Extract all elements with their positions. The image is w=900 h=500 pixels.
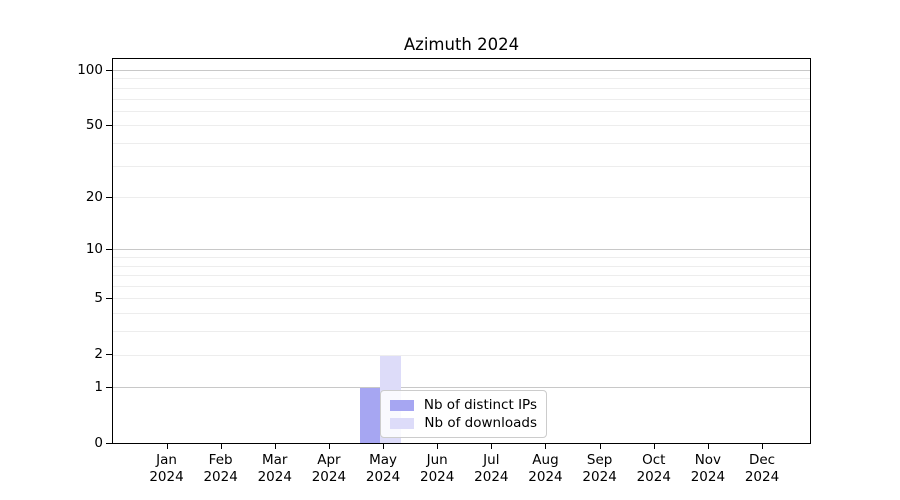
x-tick-label-line: Dec — [748, 451, 776, 468]
minor-gridline-9 — [113, 257, 810, 259]
x-tick-label-line: 2024 — [636, 468, 671, 485]
x-tick-label-sep-2024: Sep 2024 — [568, 452, 632, 486]
x-tick-label-line: 2024 — [474, 468, 509, 485]
major-gridline-100 — [113, 70, 810, 71]
minor-gridline-6 — [113, 286, 810, 288]
x-tick-label-jun-2024: Jun 2024 — [405, 452, 469, 486]
y-tick-mark-5 — [106, 297, 112, 299]
x-tick-label-line: 2024 — [420, 468, 455, 485]
legend-swatch-distinct-ips-icon — [390, 399, 414, 411]
x-tick-mark-5 — [437, 443, 439, 449]
x-tick-label-line: 2024 — [203, 468, 238, 485]
legend-label-distinct-ips: Nb of distinct IPs — [423, 397, 537, 413]
x-tick-label-oct-2024: Oct 2024 — [622, 452, 686, 486]
x-tick-label-line: 2024 — [528, 468, 563, 485]
minor-gridline-5 — [113, 298, 810, 300]
y-tick-label-2: 2 — [94, 346, 103, 363]
x-tick-mark-0 — [166, 443, 168, 449]
x-tick-label-line: 2024 — [149, 468, 184, 485]
minor-gridline-60 — [113, 110, 810, 112]
x-tick-label-line: May — [369, 451, 397, 468]
minor-gridline-4 — [113, 313, 810, 315]
major-gridline-1 — [113, 387, 810, 389]
x-tick-mark-10 — [707, 443, 709, 449]
x-tick-label-line: Jun — [426, 451, 448, 468]
x-tick-label-line: 2024 — [744, 468, 780, 485]
legend-item-distinct-ips: Nb of distinct IPs — [390, 396, 537, 414]
minor-gridline-40 — [113, 142, 810, 144]
plot-area — [112, 58, 811, 444]
x-tick-label-line: Oct — [642, 451, 666, 468]
y-tick-mark-100 — [106, 69, 112, 71]
x-tick-label-line: 2024 — [690, 468, 726, 485]
y-tick-label-50: 50 — [85, 116, 103, 133]
x-tick-label-line: 2024 — [311, 468, 347, 485]
minor-gridline-2 — [113, 354, 810, 356]
x-tick-mark-2 — [274, 443, 276, 449]
minor-gridline-70 — [113, 98, 810, 100]
x-tick-label-nov-2024: Nov 2024 — [676, 452, 740, 486]
y-tick-label-1: 1 — [94, 378, 103, 395]
major-gridline-10 — [113, 249, 810, 251]
x-tick-mark-8 — [599, 443, 601, 449]
y-tick-mark-20 — [106, 196, 112, 198]
x-tick-label-apr-2024: Apr 2024 — [297, 452, 361, 486]
y-tick-label-10: 10 — [85, 240, 103, 257]
minor-gridline-30 — [113, 165, 810, 167]
minor-gridline-7 — [113, 275, 810, 277]
x-tick-mark-7 — [545, 443, 547, 449]
legend: Nb of distinct IPs Nb of downloads — [380, 390, 547, 438]
legend-swatch-downloads-icon — [390, 417, 415, 429]
minor-gridline-80 — [113, 87, 810, 89]
x-tick-label-line: 2024 — [582, 468, 617, 485]
x-tick-label-aug-2024: Aug 2024 — [513, 452, 577, 486]
x-tick-label-may-2024: May 2024 — [351, 452, 415, 486]
x-tick-label-line: 2024 — [365, 468, 401, 485]
x-tick-label-line: 2024 — [257, 468, 292, 485]
x-tick-mark-11 — [762, 443, 764, 449]
y-tick-mark-2 — [106, 354, 112, 356]
chart-title: Azimuth 2024 — [403, 35, 520, 54]
y-tick-label-100: 100 — [77, 61, 103, 78]
x-tick-label-feb-2024: Feb 2024 — [189, 452, 253, 486]
x-tick-label-dec-2024: Dec 2024 — [730, 452, 794, 486]
x-tick-mark-1 — [220, 443, 222, 449]
x-tick-mark-9 — [653, 443, 655, 449]
legend-item-downloads: Nb of downloads — [390, 414, 537, 432]
y-tick-label-0: 0 — [94, 435, 103, 451]
y-tick-mark-50 — [106, 124, 112, 126]
x-tick-label-line: Sep — [586, 451, 613, 468]
x-tick-label-jul-2024: Jul 2024 — [459, 452, 523, 486]
x-tick-label-line: Feb — [208, 451, 233, 468]
minor-gridline-3 — [113, 331, 810, 333]
x-tick-mark-4 — [383, 443, 385, 449]
x-tick-label-line: Aug — [532, 451, 559, 468]
x-tick-label-line: Jul — [483, 451, 500, 468]
x-tick-label-line: Apr — [317, 451, 341, 468]
y-tick-mark-1 — [106, 386, 112, 388]
y-tick-label-5: 5 — [94, 289, 103, 306]
minor-gridline-20 — [113, 197, 810, 199]
x-tick-label-jan-2024: Jan 2024 — [135, 452, 199, 486]
x-tick-label-line: Mar — [262, 451, 288, 468]
x-tick-mark-6 — [491, 443, 493, 449]
x-tick-label-line: Jan — [156, 451, 177, 468]
legend-label-downloads: Nb of downloads — [424, 415, 537, 431]
x-tick-label-mar-2024: Mar 2024 — [243, 452, 307, 486]
minor-gridline-90 — [113, 78, 810, 80]
x-tick-mark-3 — [328, 443, 330, 449]
minor-gridline-8 — [113, 265, 810, 267]
y-tick-label-20: 20 — [85, 188, 103, 205]
minor-gridline-50 — [113, 125, 810, 127]
y-tick-mark-10 — [106, 248, 112, 250]
y-tick-mark-0 — [106, 443, 112, 444]
bar-nb-of-distinct-ips-may — [360, 388, 381, 444]
x-tick-label-line: Nov — [694, 451, 722, 468]
